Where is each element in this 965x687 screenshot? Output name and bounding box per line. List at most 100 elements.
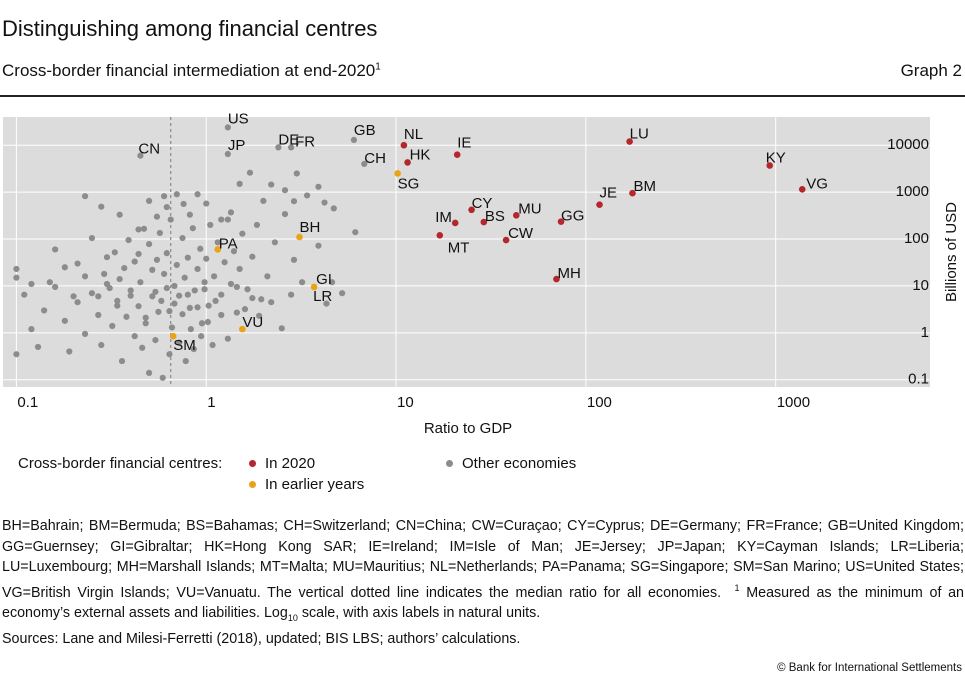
data-point-other bbox=[116, 275, 123, 283]
data-point-2020 bbox=[480, 218, 488, 226]
chart-subtitle: Cross-border financial intermediation at… bbox=[2, 61, 381, 81]
point-label: NL bbox=[404, 126, 423, 143]
data-point-other bbox=[201, 286, 208, 293]
data-point-other bbox=[125, 236, 132, 244]
data-point-other bbox=[203, 255, 210, 262]
data-point-other bbox=[249, 295, 256, 302]
data-point-other bbox=[95, 311, 102, 319]
point-label: VU bbox=[242, 314, 263, 331]
legend-label-2020: In 2020 bbox=[265, 455, 316, 472]
point-label: HK bbox=[410, 146, 431, 163]
data-point-other bbox=[145, 197, 153, 205]
data-point-other bbox=[114, 297, 121, 304]
y-tick-label: 1 bbox=[921, 324, 929, 341]
data-point-other bbox=[304, 192, 311, 199]
graph-number: Graph 2 bbox=[900, 61, 962, 80]
data-point-2020 bbox=[451, 219, 459, 227]
data-point-other bbox=[194, 191, 201, 198]
data-point-other-labeled bbox=[350, 136, 358, 143]
data-point-other bbox=[268, 299, 275, 306]
data-point-2020 bbox=[404, 159, 411, 166]
data-point-other bbox=[181, 274, 188, 281]
data-point-other bbox=[214, 239, 221, 246]
series-earlier-years bbox=[169, 170, 401, 340]
data-point-other bbox=[218, 216, 225, 223]
data-point-2020 bbox=[766, 162, 774, 169]
data-point-other bbox=[116, 211, 123, 218]
data-point-other bbox=[135, 250, 142, 258]
data-point-other bbox=[321, 199, 328, 206]
data-point-other bbox=[224, 335, 231, 342]
data-point-other bbox=[21, 291, 28, 298]
data-point-earlier bbox=[214, 246, 222, 253]
data-point-other bbox=[339, 290, 346, 297]
point-labels: NL HK IE LU KY VG JE BM CY MU BS IM GG MT CW MH SG BH PA GI… bbox=[138, 110, 828, 354]
subtitle-footnote-mark: 1 bbox=[375, 61, 381, 73]
data-point-other bbox=[46, 279, 53, 286]
data-point-other bbox=[88, 290, 96, 297]
data-point-other bbox=[330, 205, 337, 212]
data-point-other bbox=[114, 302, 121, 309]
data-point-other bbox=[352, 229, 359, 236]
data-point-other bbox=[180, 200, 187, 208]
data-point-other bbox=[315, 242, 322, 249]
data-point-other bbox=[74, 299, 81, 306]
data-point-other bbox=[278, 325, 285, 332]
data-point-other bbox=[161, 270, 168, 278]
data-point-other bbox=[218, 311, 225, 319]
data-point-other bbox=[142, 314, 149, 321]
x-tick-label: 1 bbox=[207, 394, 215, 411]
data-point-other bbox=[244, 286, 251, 293]
point-label: CH bbox=[364, 150, 386, 167]
y-tick-label: 10 bbox=[912, 277, 929, 294]
data-point-other bbox=[197, 245, 204, 252]
data-point-other bbox=[256, 312, 263, 319]
data-point-other bbox=[34, 343, 42, 351]
point-label: DE bbox=[278, 131, 299, 148]
x-tick-label: 1000 bbox=[777, 394, 810, 411]
data-point-other bbox=[121, 265, 128, 272]
data-point-other bbox=[163, 203, 170, 211]
point-label: FR bbox=[295, 133, 315, 150]
y-axis-label: Billions of USD bbox=[943, 202, 960, 302]
legend-dot-earlier bbox=[249, 481, 256, 488]
point-label: PA bbox=[219, 235, 238, 252]
gridlines bbox=[3, 117, 930, 387]
legend-label-other: Other economies bbox=[462, 455, 577, 472]
data-point-2020 bbox=[629, 189, 636, 197]
data-point-2020 bbox=[626, 138, 633, 145]
x-tick-label: 0.1 bbox=[17, 394, 38, 411]
data-point-other bbox=[159, 374, 166, 381]
data-point-other bbox=[210, 273, 218, 280]
data-point-other bbox=[61, 317, 68, 324]
point-label: SG bbox=[398, 175, 420, 192]
data-point-other bbox=[163, 250, 170, 257]
data-point-other bbox=[145, 369, 153, 376]
data-point-other-labeled bbox=[288, 144, 295, 151]
point-label: IM bbox=[435, 209, 452, 226]
data-point-other bbox=[74, 260, 81, 267]
data-point-other bbox=[123, 313, 130, 320]
data-point-other-labeled bbox=[361, 160, 368, 167]
data-point-other bbox=[236, 180, 243, 187]
y-tick-label: 0.1 bbox=[908, 371, 929, 388]
data-point-other-labeled bbox=[137, 152, 144, 159]
point-label: SM bbox=[173, 337, 196, 354]
footnote-mark: 1 bbox=[734, 582, 740, 593]
data-point-other bbox=[281, 187, 289, 194]
point-label: MU bbox=[518, 200, 541, 217]
data-point-other bbox=[81, 193, 89, 200]
data-point-other bbox=[268, 181, 275, 188]
data-point-other bbox=[153, 256, 161, 263]
data-point-other bbox=[131, 258, 138, 265]
data-point-other bbox=[315, 183, 322, 190]
data-point-earlier bbox=[394, 170, 401, 177]
data-point-other bbox=[118, 357, 126, 365]
legend-label-earlier: In earlier years bbox=[265, 476, 365, 493]
data-point-other bbox=[111, 249, 118, 256]
data-point-other bbox=[166, 351, 173, 358]
data-point-other bbox=[189, 225, 196, 232]
footnote-block: BH=Bahrain; BM=Bermuda; BS=Bahamas; CH=S… bbox=[2, 516, 964, 629]
data-point-earlier bbox=[296, 233, 303, 241]
data-point-other bbox=[184, 291, 191, 298]
